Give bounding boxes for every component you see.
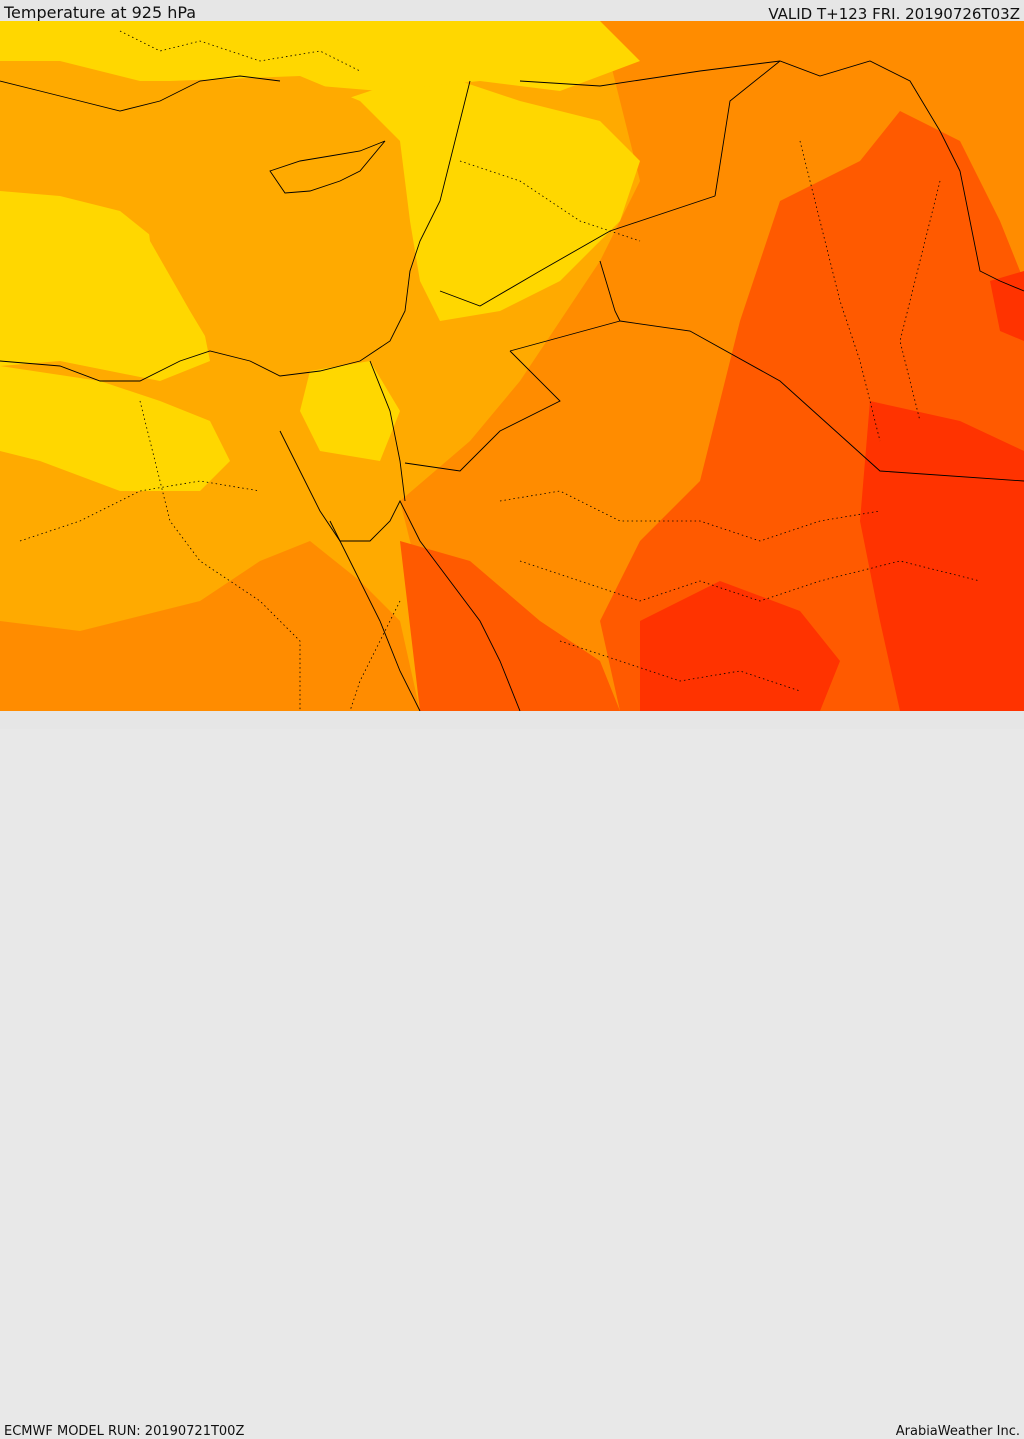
field-orange-sw <box>0 541 420 711</box>
field-yellow-sinai <box>300 361 400 461</box>
field-yellow-egypt <box>0 366 230 491</box>
field-red-gulf <box>990 271 1024 341</box>
valid-time: VALID T+123 FRI. 20190726T03Z <box>768 5 1020 23</box>
credit-label: ArabiaWeather Inc. <box>895 1424 1020 1439</box>
model-run: ECMWF MODEL RUN: 20190721T00Z <box>4 1424 245 1439</box>
field-yellow-north <box>0 21 640 91</box>
footer-bar: ECMWF MODEL RUN: 20190721T00Z ArabiaWeat… <box>0 711 1024 1439</box>
field-dark-orange-sw <box>400 541 620 711</box>
header-bar: Temperature at 925 hPa VALID T+123 FRI. … <box>0 0 1024 23</box>
field-yellow-levant <box>340 81 640 321</box>
field-lightorange-turkey <box>140 76 410 371</box>
temperature-map <box>0 21 1024 711</box>
regional-borders <box>19 30 981 711</box>
map-title: Temperature at 925 hPa <box>4 3 197 22</box>
country-borders <box>404 60 1024 482</box>
field-red-south <box>640 581 840 711</box>
coastlines <box>0 60 1024 711</box>
field-yellow-west <box>0 191 210 381</box>
